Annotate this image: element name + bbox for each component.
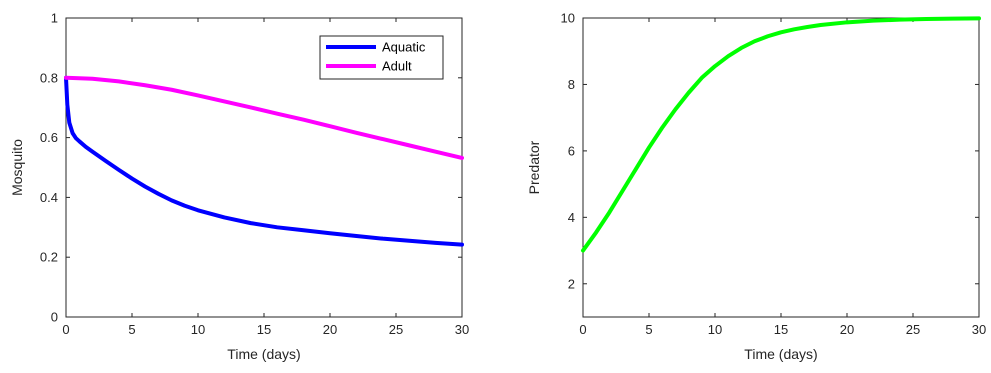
x-tick-label: 25 <box>389 322 403 337</box>
y-tick-label: 0 <box>51 310 58 325</box>
series-line-1-0 <box>581 16 981 253</box>
x-tick-label: 0 <box>579 322 586 337</box>
x-tick-label: 10 <box>191 322 205 337</box>
y-tick-label: 8 <box>568 77 575 92</box>
y-tick-label: 0.2 <box>40 250 58 265</box>
x-tick-label: 15 <box>257 322 271 337</box>
y-tick-label: 0.8 <box>40 70 58 85</box>
y-axis-title: Predator <box>526 140 542 194</box>
y-tick-label: 0.6 <box>40 130 58 145</box>
x-tick-label: 0 <box>62 322 69 337</box>
y-tick-label: 0.4 <box>40 190 58 205</box>
x-tick-label: 30 <box>972 322 986 337</box>
legend-box <box>319 35 444 80</box>
x-tick-label: 5 <box>645 322 652 337</box>
x-tick-label: 5 <box>128 322 135 337</box>
predator-panel: 0 5 10 15 20 25 30 2 4 6 8 10 Time (days) Predator <box>526 11 986 363</box>
x-tick-label: 20 <box>840 322 854 337</box>
x-tick-label: 15 <box>774 322 788 337</box>
x-axis-title: Time (days) <box>744 346 817 362</box>
y-tick-label: 10 <box>561 11 575 26</box>
y-tick-label: 1 <box>51 11 58 26</box>
x-tick-label: 20 <box>323 322 337 337</box>
y-tick-label: 2 <box>568 276 575 291</box>
series-line-aquatic <box>64 75 464 247</box>
legend-label: Aquatic <box>382 40 426 55</box>
mosquito-panel: 0 5 10 15 20 25 30 0 0.2 0.4 0.6 0.8 1 Time (days) Mos… <box>9 11 469 363</box>
plot-area <box>582 17 980 318</box>
series-line-adult <box>64 75 464 160</box>
x-axis-title: Time (days) <box>227 346 300 362</box>
y-axis-title: Mosquito <box>9 139 25 196</box>
legend-label: Adult <box>382 59 412 74</box>
legend: Aquatic Adult <box>319 35 444 80</box>
x-tick-label: 10 <box>708 322 722 337</box>
x-tick-label: 30 <box>455 322 469 337</box>
y-tick-label: 6 <box>568 143 575 158</box>
x-tick-label: 25 <box>906 322 920 337</box>
y-tick-label: 4 <box>568 210 575 225</box>
